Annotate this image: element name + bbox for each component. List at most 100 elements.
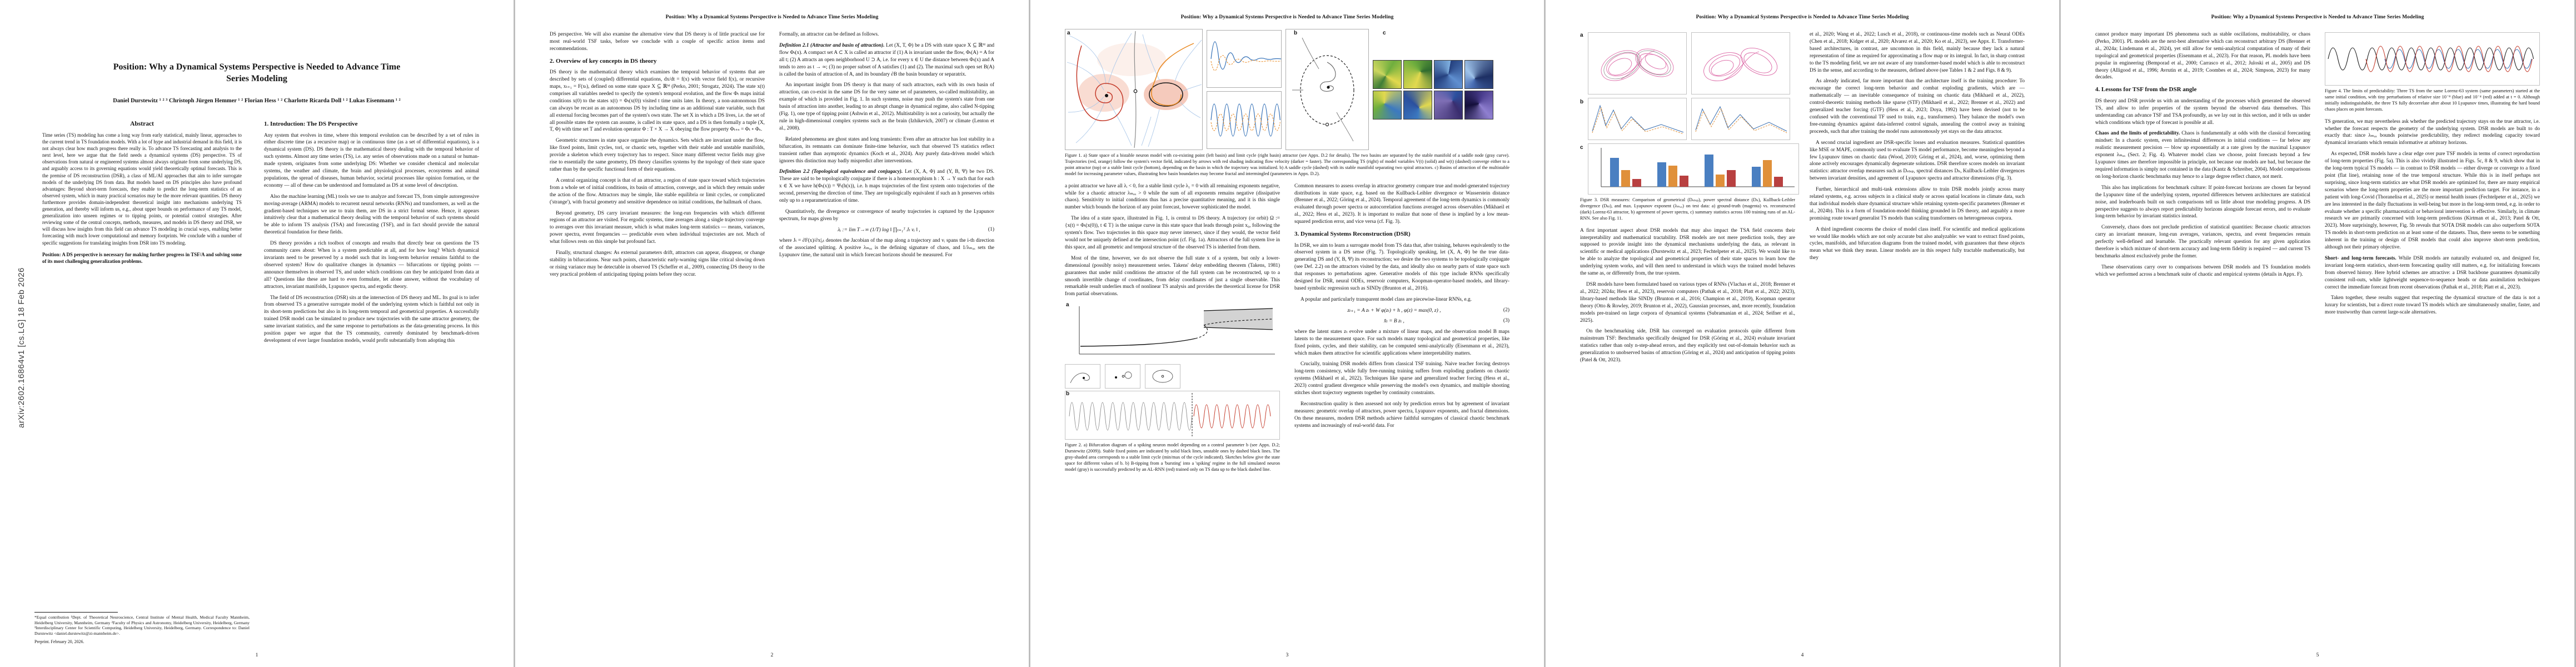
page-4: Position: Why a Dynamical Systems Perspe… bbox=[1546, 0, 2059, 667]
page-3: Position: Why a Dynamical Systems Perspe… bbox=[1030, 0, 1544, 667]
paper-title: Position: Why a Dynamical Systems Perspe… bbox=[113, 62, 401, 83]
equation-2-formula: zₜ₊₁ = A zₜ + W φ(zₜ) + h , φ(z) = max(0… bbox=[1347, 307, 1441, 313]
basin-tile bbox=[1464, 90, 1493, 120]
paragraph: A third ingredient concerns the choice o… bbox=[1810, 226, 2025, 261]
paragraph: Quantitatively, the divergence or conver… bbox=[779, 208, 994, 222]
sketch-bistable bbox=[1105, 364, 1140, 389]
figure-3-caption: Figure 3. DSR measures: Comparison of ge… bbox=[1580, 197, 1795, 221]
paragraph: A first important aspect about DSR model… bbox=[1580, 227, 1795, 277]
figure-2: a b Figure 2. a) Bifurcation diagram of … bbox=[1065, 302, 1280, 473]
basin-tile bbox=[1464, 59, 1493, 89]
equation-2-number: (2) bbox=[1503, 307, 1509, 313]
page-2: Position: Why a Dynamical Systems Perspe… bbox=[515, 0, 1029, 667]
page4-right-column: et al., 2020; Wang et al., 2022; Lusch e… bbox=[1810, 31, 2025, 368]
figure-2-panel-b-label: b bbox=[1066, 391, 1070, 397]
page2-left-column: DS perspective. We will also examine the… bbox=[550, 31, 765, 282]
paragraph: As expected, DSR models have a clear edg… bbox=[2325, 151, 2540, 251]
figure-2-tipping-timeseries bbox=[1065, 391, 1280, 440]
figure-1-timeseries bbox=[1207, 30, 1282, 149]
definition-2-1-label: Definition 2.1 (Attractor and basin of a… bbox=[779, 42, 885, 48]
figure-4: Figure 4. The limits of predictability: … bbox=[2325, 32, 2540, 113]
page4-left-column: a b c Figure 3. DSR measures: Comparison… bbox=[1580, 31, 1799, 368]
paragraph: TS generation, we may nevertheless ask w… bbox=[2325, 118, 2540, 146]
definition-2-2: Definition 2.2 (Topological equivalence … bbox=[779, 168, 994, 205]
figure-2-state-space-sketches bbox=[1065, 364, 1280, 389]
figure-3-panel-c-label: c bbox=[1580, 145, 1583, 151]
figure-1-saddle-cycle bbox=[1285, 29, 1369, 150]
section-3-heading: 3. Dynamical Systems Reconstruction (DSR… bbox=[1294, 231, 1411, 238]
page2-right-column: Formally, an attractor can be defined as… bbox=[779, 31, 994, 282]
equation-1-formula: λᵢ := lim T→∞ (1/T) log ‖ ∏ₜ₌₁ᵀ Jₜ vᵢ ‖ … bbox=[838, 227, 920, 233]
chaos-runin-text: Chaos is fundamentally at odds with the … bbox=[2095, 131, 2311, 180]
paragraph: On the benchmarking side, DSR has conver… bbox=[1580, 328, 1795, 364]
author-list: Daniel Durstewitz ¹ ² ³ Christoph Jürgen… bbox=[113, 98, 401, 104]
chaos-paragraph: Chaos and the limits of predictability. … bbox=[2095, 130, 2310, 180]
paragraph: Common measures to assess overlap in att… bbox=[1294, 183, 1509, 225]
definition-2-1-text: Let (X, T, Φ) be a DS with state space X… bbox=[779, 42, 994, 77]
basin-tile bbox=[1434, 59, 1463, 89]
paragraph: Crucially, training DSR models differs f… bbox=[1294, 361, 1509, 396]
paragraph: Geometric structures in state space orga… bbox=[550, 138, 765, 172]
equation-3: x̂ₜ = B zₜ , (3) bbox=[1294, 318, 1509, 324]
page3-left-column: a point attractor we have all λᵢ < 0, fo… bbox=[1065, 183, 1280, 479]
sketch-limit-cycle bbox=[1145, 364, 1180, 389]
figure-3-attractor-true bbox=[1588, 32, 1687, 94]
figure-1-panel-a-label: a bbox=[1067, 30, 1070, 36]
page-number-3: 3 bbox=[1285, 653, 1289, 658]
figure-3: a b c Figure 3. DSR measures: Comparison… bbox=[1580, 32, 1799, 222]
paragraph: Taken together, these results suggest th… bbox=[2325, 295, 2540, 316]
page-number-4: 4 bbox=[1801, 653, 1804, 658]
paragraph: This also has implications for benchmark… bbox=[2095, 185, 2310, 220]
basin-tile bbox=[1403, 90, 1432, 120]
figure-1-streamplot bbox=[1065, 29, 1203, 150]
paragraph: a point attractor we have all λᵢ < 0, fo… bbox=[1065, 183, 1280, 211]
paragraph: The field of DS reconstruction (DSR) sit… bbox=[264, 295, 479, 344]
basin-tile bbox=[1373, 90, 1402, 120]
paragraph: DS theory provides a rich toolbox of con… bbox=[264, 241, 479, 290]
running-header: Position: Why a Dynamical Systems Perspe… bbox=[1696, 14, 1909, 20]
figure-2-caption: Figure 2. a) Bifurcation diagram of a sp… bbox=[1065, 442, 1280, 472]
paragraph: A popular and particularly transparent m… bbox=[1301, 296, 1472, 302]
paragraph: Related phenomena are ghost states and l… bbox=[779, 136, 994, 164]
paragraph: Beyond geometry, DS carry invariant meas… bbox=[550, 210, 765, 245]
equation-3-formula: x̂ₜ = B zₜ , bbox=[1384, 318, 1404, 324]
chaos-runin-label: Chaos and the limits of predictability. bbox=[2095, 131, 2180, 137]
page-number-1: 1 bbox=[255, 653, 258, 658]
figure-2-panel-a-label: a bbox=[1066, 302, 1069, 308]
paragraph: DS theory is the mathematical theory whi… bbox=[550, 69, 765, 133]
paragraph: A central organizing concept is that of … bbox=[550, 177, 765, 205]
sketch-spiral bbox=[1065, 364, 1100, 389]
figure-2-bifurcation-diagram bbox=[1079, 306, 1275, 355]
section-1-heading: 1. Introduction: The DS Perspective bbox=[264, 121, 358, 127]
paragraph: DSR models have been formulated based on… bbox=[1580, 281, 1795, 323]
paragraph: where the latent states zₜ evolve under … bbox=[1294, 328, 1509, 356]
equation-1-number: (1) bbox=[988, 227, 994, 233]
page-number-2: 2 bbox=[770, 653, 774, 658]
figure-3-power-spectrum-right bbox=[1691, 98, 1790, 140]
paragraph: An important insight from DS theory is t… bbox=[779, 82, 994, 131]
page5-right-column: Figure 4. The limits of predictability: … bbox=[2325, 31, 2540, 320]
equation-1: λᵢ := lim T→∞ (1/T) log ‖ ∏ₜ₌₁ᵀ Jₜ vᵢ ‖ … bbox=[779, 227, 994, 233]
definition-2-2-text: Let (X, A, Φ) and (Y, B, Ψ) be two DS. T… bbox=[779, 169, 994, 204]
section-4-heading: 4. Lessons for TSF from the DSR angle bbox=[2095, 86, 2197, 93]
paragraph: In DSR, we aim to learn a surrogate mode… bbox=[1294, 242, 1509, 291]
figure-1-ts-limit-cycle bbox=[1207, 91, 1282, 149]
equation-2: zₜ₊₁ = A zₜ + W φ(zₜ) + h , φ(z) = max(0… bbox=[1294, 307, 1509, 313]
paragraph: Reconstruction quality is then assessed … bbox=[1294, 401, 1509, 429]
definition-2-1: Definition 2.1 (Attractor and basin of a… bbox=[779, 42, 994, 78]
section-2-heading: 2. Overview of key concepts in DS theory bbox=[550, 57, 657, 64]
page5-left-column: cannot produce many important DS phenome… bbox=[2095, 31, 2310, 320]
paragraph: A second crucial ingredient are DSR-spec… bbox=[1810, 140, 2025, 182]
page-1: arXiv:2602.16864v1 [cs.LG] 18 Feb 2026 P… bbox=[0, 0, 514, 667]
figure-3-attractor-generated bbox=[1691, 32, 1790, 94]
page-number-5: 5 bbox=[2316, 653, 2319, 658]
paragraph: Formally, an attractor can be defined as… bbox=[779, 32, 879, 37]
preprint-note: Preprint. February 20, 2026. bbox=[34, 639, 84, 645]
figure-4-diverging-timeseries bbox=[2325, 32, 2540, 86]
definition-2-2-label: Definition 2.2 (Topological equivalence … bbox=[779, 169, 903, 175]
paragraph: et al., 2020; Wang et al., 2022; Lusch e… bbox=[1810, 32, 2025, 73]
figure-1-basins-grid bbox=[1373, 59, 1493, 120]
paragraph: DS theory and DSR provide us with an und… bbox=[2095, 98, 2310, 126]
page-5: Position: Why a Dynamical Systems Perspe… bbox=[2061, 0, 2574, 667]
running-header: Position: Why a Dynamical Systems Perspe… bbox=[2211, 14, 2424, 20]
